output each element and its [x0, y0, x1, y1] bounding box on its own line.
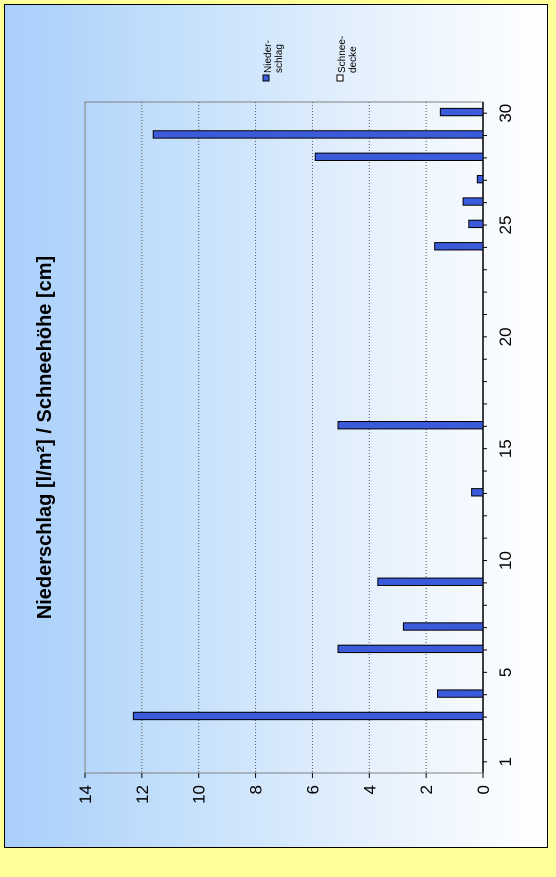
category-tick-label: 25 [496, 216, 515, 235]
value-tick-label: 8 [247, 785, 266, 794]
category-tick-label: 15 [496, 439, 515, 458]
category-tick-label: 20 [496, 327, 515, 346]
plot-area-group [84, 101, 484, 774]
value-tick-label: 6 [303, 785, 322, 794]
bar [152, 130, 484, 139]
category-tick-label: 1 [496, 757, 515, 766]
legend-label: decke [348, 46, 359, 73]
plot-area-border [84, 101, 484, 774]
bar [132, 711, 484, 721]
bar [402, 622, 484, 631]
bar [314, 152, 484, 161]
legend-label: Schnee- [337, 36, 348, 73]
bar [437, 689, 484, 698]
bar [462, 197, 484, 206]
category-tick-label: 30 [496, 104, 515, 123]
legend-swatch [262, 74, 270, 82]
legend-label: schlag [274, 44, 285, 73]
legend: Nieder-schlag Schnee-decke [262, 36, 359, 82]
bar [377, 577, 484, 586]
category-tick-label: 5 [496, 668, 515, 677]
value-tick-label: 12 [133, 785, 152, 804]
bars-group [132, 107, 484, 721]
bar [337, 644, 484, 654]
bar [471, 488, 484, 497]
category-tick-label: 10 [496, 551, 515, 570]
value-tick-label: 4 [360, 785, 379, 794]
chart-title: Niederschlag [l/m²] / Schneehöhe [cm] [34, 256, 56, 619]
legend-label: Nieder- [263, 40, 274, 73]
value-tick-label: 14 [76, 785, 95, 804]
bar [439, 107, 484, 117]
bar [337, 421, 484, 430]
chart-frame: 0 2 4 6 8 10 12 14 1 5 10 15 20 25 30 Niederschlag [l/… [4, 4, 548, 848]
value-tick-label: 10 [190, 785, 209, 804]
value-tick-label: 2 [417, 785, 436, 794]
value-tick-label: 0 [474, 785, 493, 794]
bar [434, 242, 484, 251]
legend-swatch [336, 74, 344, 82]
bar [468, 219, 484, 229]
bar [476, 174, 484, 184]
